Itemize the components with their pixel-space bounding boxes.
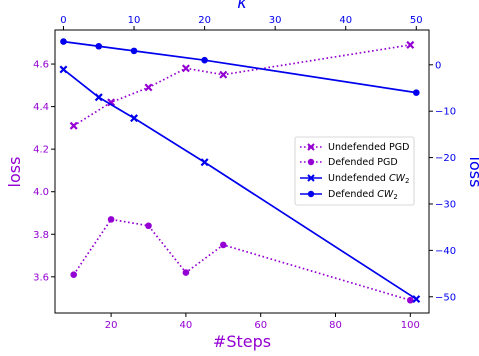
x-tick-label: 20 <box>105 320 118 331</box>
y-right-tick-label: −10 <box>435 107 456 118</box>
y-right-tick-label: 0 <box>435 60 441 71</box>
series-1-point <box>145 222 152 230</box>
x-axis-title: #Steps <box>213 332 271 351</box>
series-3-point <box>412 89 420 96</box>
series-0 <box>69 40 415 130</box>
series-2-point <box>59 65 68 74</box>
legend: Undefended PGD Defended PGD Undefended C… <box>294 136 415 206</box>
y-left-tick-label: 3.6 <box>33 272 49 283</box>
series-1 <box>70 216 414 304</box>
series-2-point <box>200 158 209 167</box>
y-right-tick-label: −40 <box>435 246 456 257</box>
series-0-point <box>406 40 415 49</box>
y-left-tick-label: 4.0 <box>33 187 49 198</box>
x2-tick-label: 50 <box>410 15 423 26</box>
legend-label-undefended-pgd: Undefended PGD <box>328 142 409 153</box>
series-1-point <box>220 241 227 249</box>
series-2-point <box>130 114 139 123</box>
tick-layer: 20 40 60 80 100 0 10 20 30 40 50 3.6 3.8 4.0 4.2 4.4 4.6… <box>33 15 456 331</box>
x-tick-label: 100 <box>401 320 420 331</box>
x2-tick-label: 10 <box>128 15 141 26</box>
series-0-point <box>107 98 116 107</box>
series-2-point <box>412 295 421 304</box>
series-3-point <box>130 47 138 55</box>
legend-label-defended-pgd: Defended PGD <box>328 157 398 168</box>
y-left-tick-label: 4.2 <box>33 145 49 156</box>
y-right-tick-label: −50 <box>435 292 456 303</box>
y-right-axis-title: loss <box>466 157 479 188</box>
x2-tick-label: 30 <box>269 15 282 26</box>
series-1-point <box>407 296 414 304</box>
series-0-point <box>69 121 78 130</box>
legend-marker-undefended-cw2 <box>307 174 315 182</box>
series-0-line <box>73 44 411 127</box>
y-left-tick-label: 4.4 <box>33 102 49 113</box>
legend-marker-undefended-pgd <box>307 143 315 151</box>
legend-label-defended-cw2: Defended CW2 <box>328 189 398 201</box>
series-0-point <box>219 70 228 79</box>
series-1-line <box>72 218 411 302</box>
y-right-tick-label: −30 <box>435 199 456 210</box>
x-tick-label: 40 <box>180 320 193 331</box>
series-3 <box>60 38 420 96</box>
legend-box <box>294 136 415 206</box>
x-tick-label: 60 <box>254 320 267 331</box>
series-1-point <box>182 269 190 276</box>
legend-marker-defended-cw2 <box>307 190 315 198</box>
series-3-point <box>201 56 208 64</box>
series-0-point <box>144 83 153 92</box>
series-1-point <box>107 216 115 223</box>
y-left-axis-title: loss <box>5 157 24 188</box>
series-2-point <box>94 93 103 102</box>
series-2 <box>59 65 421 304</box>
series-3-point <box>95 42 103 50</box>
y-right-tick-label: −20 <box>435 153 456 164</box>
series-layer <box>59 38 421 304</box>
y-left-tick-label: 3.8 <box>33 230 49 241</box>
series-1-point <box>70 271 77 278</box>
series-3-point <box>60 38 67 45</box>
legend-marker-defended-pgd <box>307 158 315 166</box>
y-left-tick-label: 4.6 <box>33 60 49 71</box>
series-0-point <box>181 64 190 73</box>
x2-tick-label: 20 <box>198 15 211 26</box>
x-tick-label: 80 <box>329 320 342 331</box>
x2-axis-title: κ <box>237 0 247 12</box>
legend-label-undefended-cw2: Undefended CW2 <box>328 173 410 185</box>
x2-tick-label: 0 <box>60 15 66 26</box>
x2-tick-label: 40 <box>339 15 352 26</box>
